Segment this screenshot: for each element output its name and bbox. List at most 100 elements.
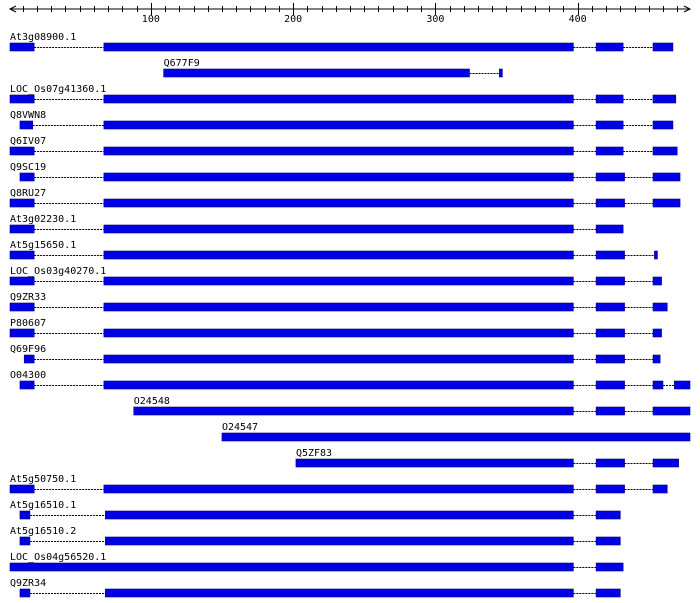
track-label: Q69F96 bbox=[10, 344, 46, 355]
track-label: LOC_Os04g56520.1 bbox=[10, 552, 106, 563]
track-label: At5g16510.2 bbox=[10, 526, 76, 537]
track-block bbox=[595, 276, 625, 286]
track-label: At5g16510.1 bbox=[10, 500, 76, 511]
track-block bbox=[9, 484, 35, 494]
track-block bbox=[652, 380, 664, 390]
track-block bbox=[652, 328, 662, 338]
track-block bbox=[499, 68, 503, 78]
track-block bbox=[19, 510, 31, 520]
track-label: At5g15650.1 bbox=[10, 240, 76, 251]
track-block bbox=[652, 94, 677, 104]
track-row: Q677F9 bbox=[163, 58, 503, 78]
track-block bbox=[103, 354, 574, 364]
track-block bbox=[9, 146, 35, 156]
track-row: LOC_Os04g56520.1 bbox=[9, 552, 624, 572]
track-block bbox=[595, 224, 624, 234]
ruler-right-arrow bbox=[683, 5, 692, 13]
track-block bbox=[595, 302, 625, 312]
track-row: At5g16510.1 bbox=[10, 500, 621, 520]
track-list: At3g08900.1 Q677F9 LOC_Os07g41360.1 Q8VWN8 Q… bbox=[9, 32, 691, 598]
track-block bbox=[654, 250, 658, 260]
track-label: Q9ZR33 bbox=[10, 292, 46, 303]
track-block bbox=[652, 302, 668, 312]
track-block bbox=[9, 250, 35, 260]
track-label: Q8RU27 bbox=[10, 188, 46, 199]
track-row: At5g50750.1 bbox=[9, 474, 668, 494]
track-block bbox=[103, 94, 574, 104]
track-block bbox=[652, 172, 681, 182]
track-block bbox=[652, 354, 661, 364]
track-row: At5g15650.1 bbox=[9, 240, 658, 260]
track-row: Q69F96 bbox=[10, 344, 661, 364]
track-label: O24547 bbox=[222, 422, 258, 433]
track-block bbox=[595, 146, 624, 156]
track-label: LOC_Os03g40270.1 bbox=[10, 266, 106, 277]
track-label: Q6IV07 bbox=[10, 136, 46, 147]
track-block bbox=[595, 510, 621, 520]
track-block bbox=[9, 562, 574, 572]
track-label: Q5ZF83 bbox=[296, 448, 332, 459]
track-block bbox=[163, 68, 470, 78]
track-block bbox=[9, 224, 35, 234]
track-row: At3g02230.1 bbox=[9, 214, 624, 234]
track-block bbox=[19, 536, 31, 546]
track-row: O24547 bbox=[221, 422, 691, 442]
track-row: Q5ZF83 bbox=[295, 448, 679, 468]
track-label: Q9ZR34 bbox=[10, 578, 46, 589]
track-block bbox=[103, 198, 574, 208]
track-block bbox=[595, 198, 625, 208]
track-block bbox=[595, 94, 624, 104]
track-label: At5g50750.1 bbox=[10, 474, 76, 485]
track-row: P80607 bbox=[9, 318, 662, 338]
track-block bbox=[652, 42, 674, 52]
track-block bbox=[595, 380, 625, 390]
track-block bbox=[652, 406, 691, 416]
track-block bbox=[9, 302, 35, 312]
track-row: LOC_Os03g40270.1 bbox=[9, 266, 662, 286]
track-block bbox=[652, 484, 668, 494]
track-block bbox=[595, 536, 621, 546]
track-block bbox=[595, 588, 621, 598]
track-block bbox=[105, 588, 574, 598]
track-label: At3g02230.1 bbox=[10, 214, 76, 225]
track-block bbox=[103, 250, 574, 260]
track-block bbox=[595, 120, 624, 130]
track-block bbox=[9, 328, 35, 338]
track-row: At3g08900.1 bbox=[9, 32, 674, 52]
track-block bbox=[652, 198, 681, 208]
track-label: Q9SC19 bbox=[10, 162, 46, 173]
track-block bbox=[9, 276, 35, 286]
track-label: O04300 bbox=[10, 370, 46, 381]
track-block bbox=[19, 172, 35, 182]
ruler-tick-label: 100 bbox=[142, 14, 160, 25]
track-block bbox=[103, 276, 574, 286]
track-block bbox=[9, 198, 35, 208]
track-row: Q8VWN8 bbox=[10, 110, 674, 130]
ruler-tick-label: 400 bbox=[569, 14, 587, 25]
track-row: Q9SC19 bbox=[10, 162, 681, 182]
track-label: Q677F9 bbox=[164, 58, 200, 69]
track-label: At3g08900.1 bbox=[10, 32, 76, 43]
track-label: Q8VWN8 bbox=[10, 110, 46, 121]
track-block bbox=[103, 224, 574, 234]
track-block bbox=[674, 380, 691, 390]
track-block bbox=[103, 380, 574, 390]
track-block bbox=[103, 302, 574, 312]
track-row: Q8RU27 bbox=[9, 188, 681, 208]
track-block bbox=[19, 380, 35, 390]
track-block bbox=[105, 536, 574, 546]
track-row: LOC_Os07g41360.1 bbox=[9, 84, 677, 104]
track-block bbox=[595, 562, 624, 572]
ruler-tick-label: 200 bbox=[284, 14, 302, 25]
track-block bbox=[652, 146, 678, 156]
track-block bbox=[19, 588, 31, 598]
track-block bbox=[595, 458, 625, 468]
track-block bbox=[23, 354, 35, 364]
track-block bbox=[652, 276, 662, 286]
track-block bbox=[595, 172, 625, 182]
ruler-left-arrow bbox=[8, 5, 17, 13]
track-row: O24548 bbox=[133, 396, 691, 416]
track-block bbox=[103, 42, 574, 52]
